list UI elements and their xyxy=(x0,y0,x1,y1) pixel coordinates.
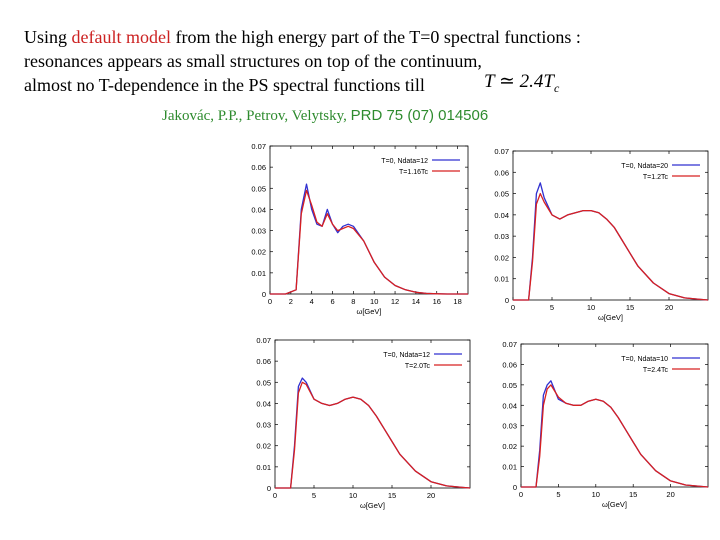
y-tick-label: 0.01 xyxy=(251,269,266,278)
x-tick-label: 0 xyxy=(268,297,272,306)
x-tick-label: 20 xyxy=(666,490,674,499)
y-tick-label: 0.06 xyxy=(256,357,271,366)
x-axis-label: ω[GeV] xyxy=(356,307,381,316)
x-tick-label: 2 xyxy=(289,297,293,306)
line1-pre: Using xyxy=(24,27,72,47)
x-tick-label: 16 xyxy=(433,297,441,306)
plot-frame xyxy=(269,145,469,295)
y-tick-label: 0 xyxy=(267,484,271,493)
x-tick-label: 15 xyxy=(626,303,634,312)
series-line-1 xyxy=(275,377,471,489)
series-line-1 xyxy=(513,182,709,301)
plot-frame xyxy=(520,343,709,488)
y-tick-label: 0.03 xyxy=(251,227,266,236)
x-tick-label: 12 xyxy=(391,297,399,306)
series-line-2 xyxy=(521,384,709,488)
y-tick-label: 0.04 xyxy=(502,401,517,410)
y-tick-label: 0.01 xyxy=(494,275,509,284)
y-tick-label: 0.05 xyxy=(502,381,517,390)
x-axis-label: ω[GeV] xyxy=(360,501,385,510)
plot-frame xyxy=(512,150,709,301)
chart-2: 0 0.01 0.02 0.03 0.04 0.05 0.06 0.07 0 5 10 15 20 ω[G… xyxy=(494,147,709,322)
y-tick-label: 0.06 xyxy=(251,163,266,172)
y-tick-label: 0.07 xyxy=(256,336,271,345)
y-tick-label: 0.03 xyxy=(256,421,271,430)
x-tick-label: 10 xyxy=(587,303,595,312)
formula-sub: c xyxy=(553,80,560,95)
x-tick-label: 5 xyxy=(556,490,560,499)
text-line-1: Using default model from the high energy… xyxy=(24,26,581,48)
chart-4: 0 0.01 0.02 0.03 0.04 0.05 0.06 0.07 0 5 10 15 20 ω[G… xyxy=(502,340,709,509)
series-line-1 xyxy=(521,380,709,488)
y-tick-label: 0.02 xyxy=(251,248,266,257)
x-tick-label: 15 xyxy=(629,490,637,499)
y-tick-label: 0.03 xyxy=(494,232,509,241)
y-tick-label: 0.05 xyxy=(251,184,266,193)
x-tick-label: 8 xyxy=(351,297,355,306)
y-tick-label: 0 xyxy=(513,483,517,492)
y-tick-label: 0.04 xyxy=(494,211,509,220)
y-tick-label: 0.02 xyxy=(256,442,271,451)
formula-lhs: T xyxy=(484,71,495,92)
x-tick-label: 20 xyxy=(427,491,435,500)
y-tick-label: 0.03 xyxy=(502,422,517,431)
y-tick-label: 0.07 xyxy=(494,147,509,156)
legend-label-1: T=0, Ndata=12 xyxy=(383,352,430,359)
y-tick-label: 0.01 xyxy=(502,463,517,472)
formula-op: ≃ xyxy=(498,71,515,92)
y-tick-label: 0.06 xyxy=(502,360,517,369)
y-tick-label: 0.02 xyxy=(494,253,509,262)
x-tick-label: 5 xyxy=(312,491,316,500)
y-tick-label: 0.07 xyxy=(251,142,266,151)
legend-label-2: T=1.16Tc xyxy=(399,169,428,176)
line1-post: from the high energy part of the T=0 spe… xyxy=(170,27,581,47)
series-line-1 xyxy=(270,183,468,295)
y-tick-label: 0.07 xyxy=(502,340,517,349)
x-tick-label: 0 xyxy=(519,490,523,499)
x-tick-label: 0 xyxy=(511,303,515,312)
y-tick-label: 0.02 xyxy=(502,442,517,451)
line1-highlight: default model xyxy=(71,27,171,47)
legend-label-2: T=1.2Tc xyxy=(643,174,669,181)
plot-frame xyxy=(274,339,471,489)
x-tick-label: 18 xyxy=(453,297,461,306)
text-line-3: almost no T-dependence in the PS spectra… xyxy=(24,75,425,95)
legend-label-1: T=0, Ndata=20 xyxy=(621,163,668,170)
x-tick-label: 4 xyxy=(310,297,314,306)
x-tick-label: 15 xyxy=(388,491,396,500)
legend-label-2: T=2.4Tc xyxy=(643,367,669,374)
formula-value: 2.4T xyxy=(519,71,554,92)
text-line-2: resonances appears as small structures o… xyxy=(24,51,482,71)
series-line-2 xyxy=(275,381,471,489)
temperature-formula: T ≃ 2.4Tc xyxy=(484,70,559,96)
y-tick-label: 0 xyxy=(262,290,266,299)
y-tick-label: 0 xyxy=(505,296,509,305)
x-axis-label: ω[GeV] xyxy=(602,500,627,509)
y-tick-label: 0.05 xyxy=(256,378,271,387)
x-axis-label: ω[GeV] xyxy=(598,313,623,322)
y-tick-label: 0.04 xyxy=(256,399,271,408)
x-tick-label: 20 xyxy=(665,303,673,312)
chart-1: 0 0.01 0.02 0.03 0.04 0.05 0.06 0.07 0 2 4 6 8 10 12 14… xyxy=(251,142,469,316)
chart-3: 0 0.01 0.02 0.03 0.04 0.05 0.06 0.07 0 5 10 15 20 ω[G… xyxy=(256,336,471,510)
x-tick-label: 0 xyxy=(273,491,277,500)
x-tick-label: 10 xyxy=(349,491,357,500)
y-tick-label: 0.05 xyxy=(494,190,509,199)
citation-authors: Jakovác, P.P., Petrov, Velytsky, xyxy=(162,108,347,124)
legend-label-1: T=0, Ndata=10 xyxy=(621,356,668,363)
citation-ref: PRD 75 (07) 014506 xyxy=(350,107,489,124)
citation: Jakovác, P.P., Petrov, Velytsky, PRD 75 … xyxy=(162,107,488,125)
legend-label-2: T=2.0Tc xyxy=(405,363,431,370)
y-tick-label: 0.01 xyxy=(256,463,271,472)
x-tick-label: 14 xyxy=(412,297,420,306)
series-line-2 xyxy=(270,189,468,295)
x-tick-label: 10 xyxy=(370,297,378,306)
y-tick-label: 0.04 xyxy=(251,205,266,214)
x-tick-label: 10 xyxy=(592,490,600,499)
series-line-2 xyxy=(513,192,709,301)
y-tick-label: 0.06 xyxy=(494,168,509,177)
x-tick-label: 5 xyxy=(550,303,554,312)
x-tick-label: 6 xyxy=(330,297,334,306)
legend-label-1: T=0, Ndata=12 xyxy=(381,158,428,165)
